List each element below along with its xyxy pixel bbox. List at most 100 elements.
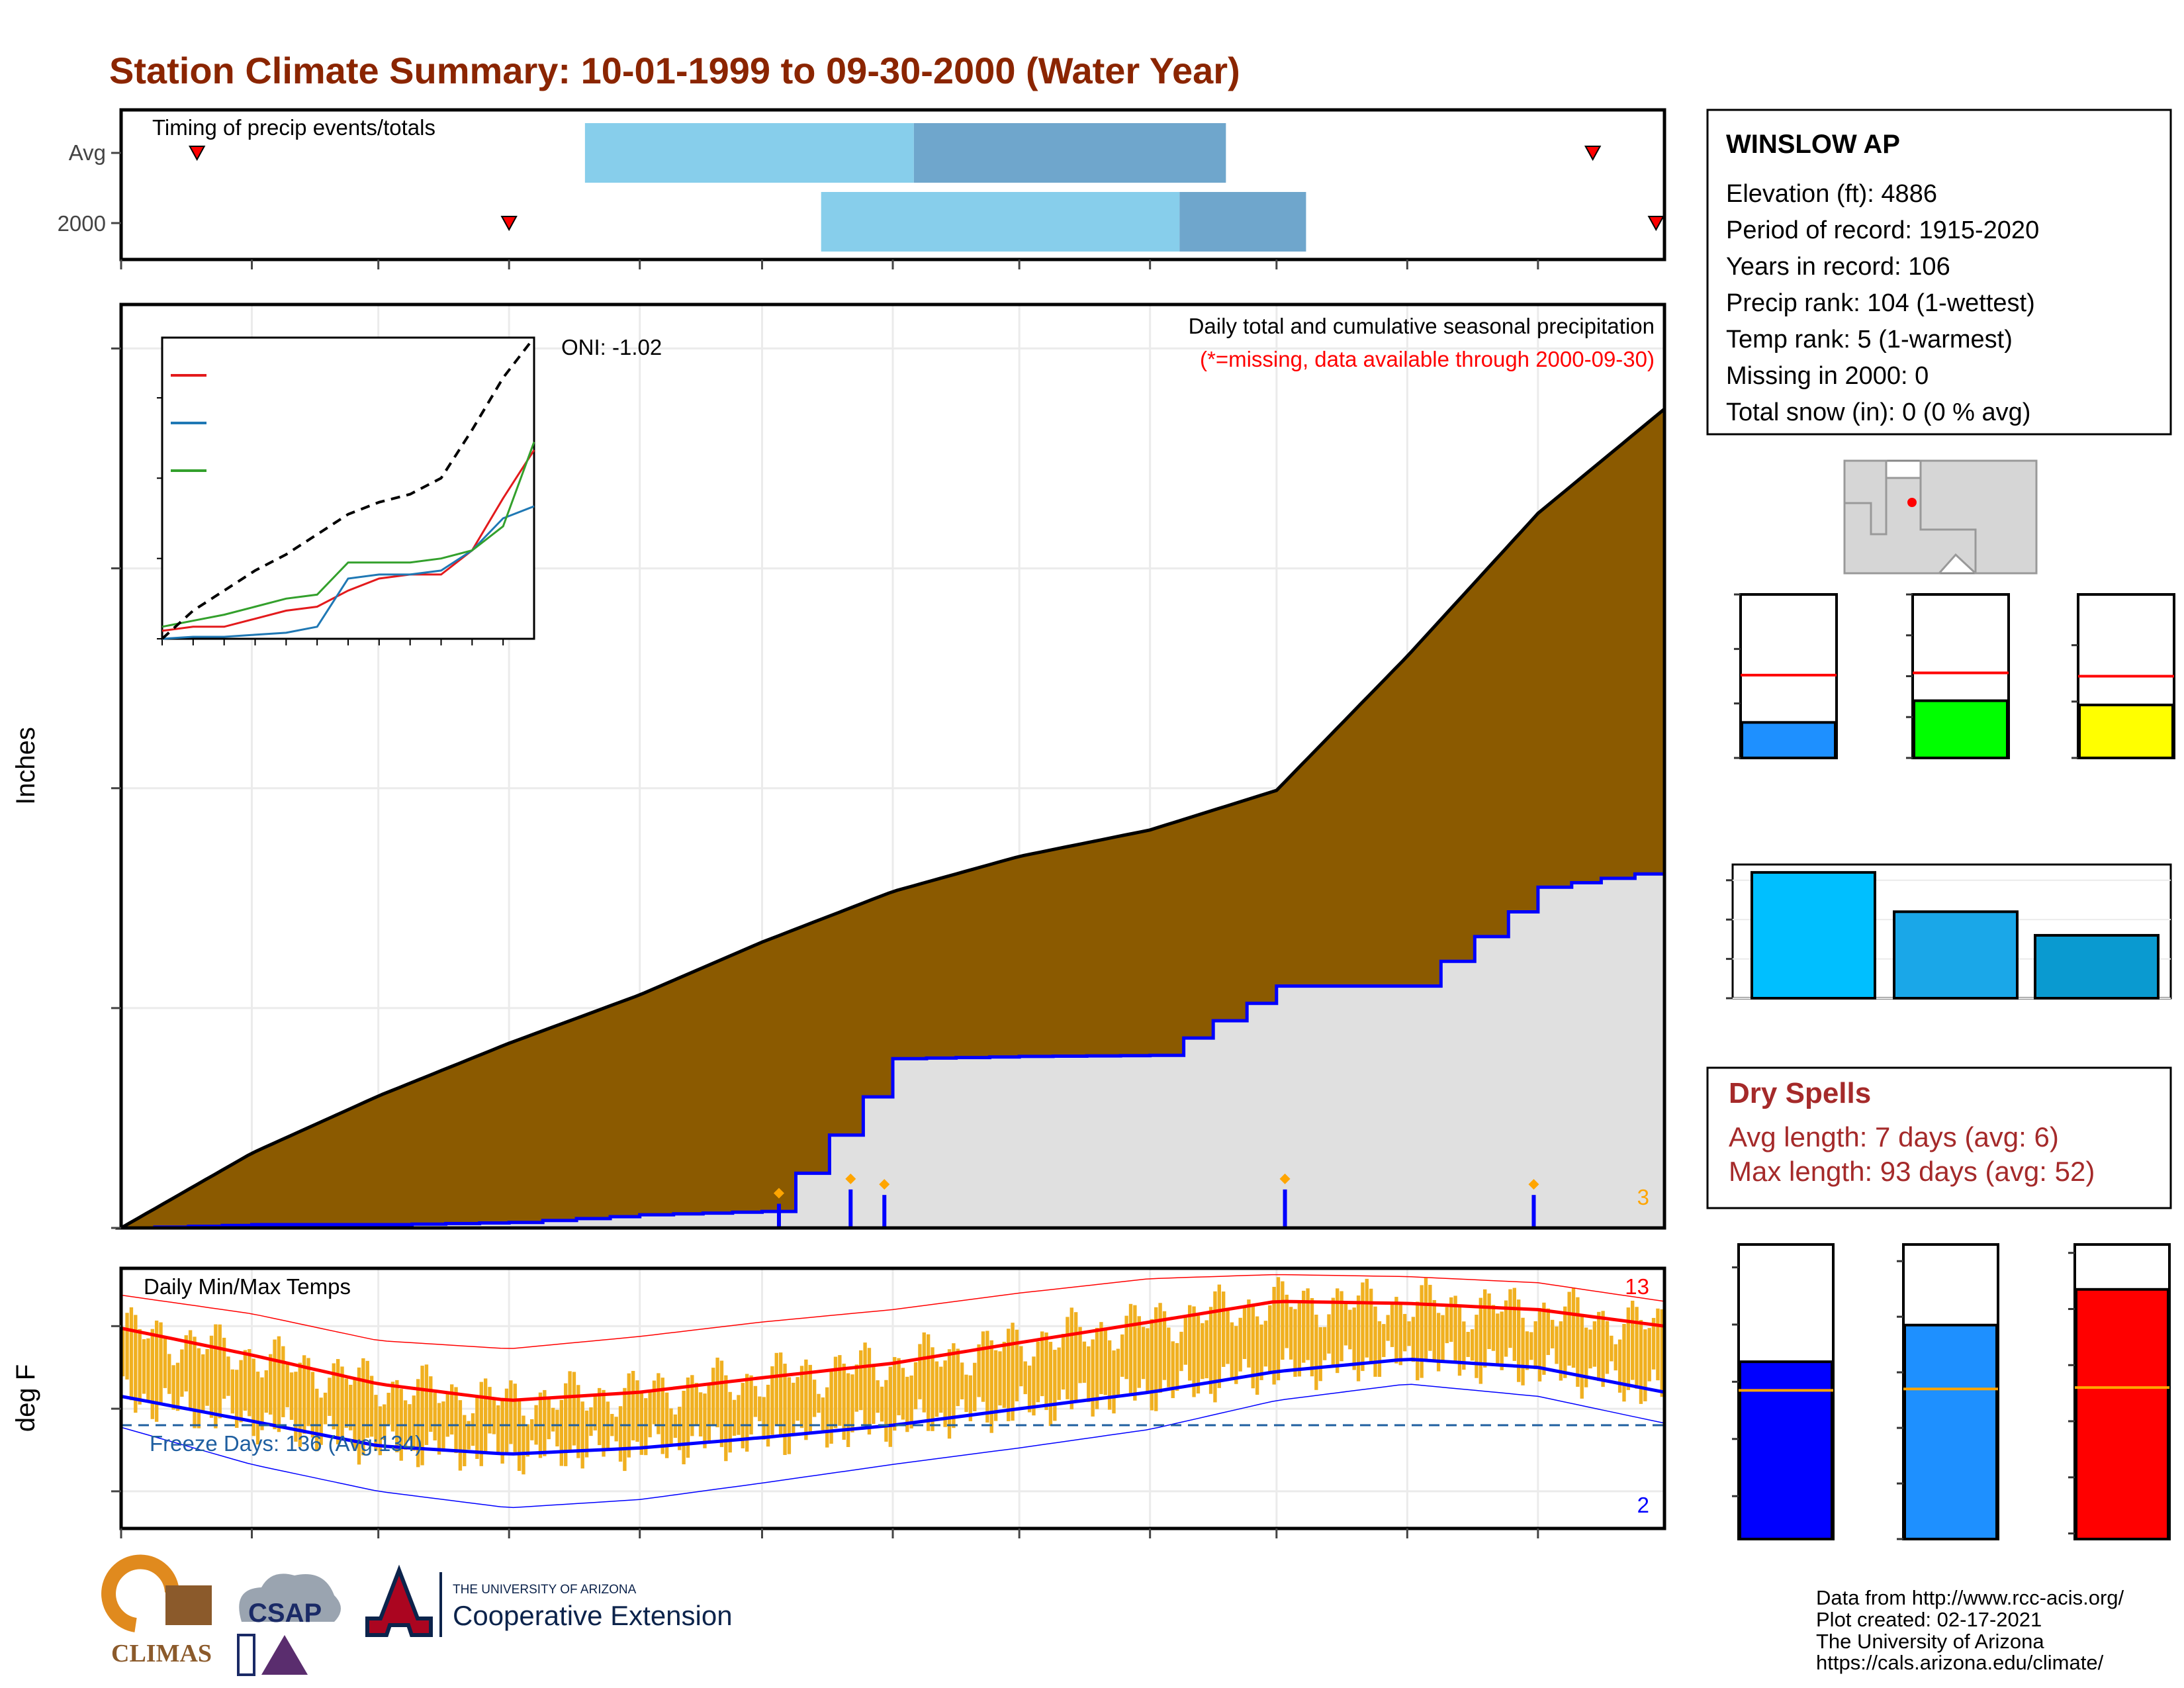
daily-temp-range-bar: [555, 1409, 559, 1447]
oni-value: ONI: -1.02: [561, 335, 662, 359]
daily-temp-range-bar: [1411, 1317, 1416, 1362]
precip-event-bar: [2034, 933, 2160, 1000]
record-min-count: 2: [1637, 1493, 1649, 1517]
location-map: [1843, 459, 2038, 575]
daily-temp-range-bar: [564, 1383, 568, 1466]
credit-line: Plot created: 02-17-2021: [1816, 1608, 2042, 1631]
daily-temp-range-bar: [1348, 1309, 1352, 1350]
timing-bar-q3: [913, 123, 1226, 183]
daily-temp-range-bar: [1622, 1323, 1626, 1402]
daily-temp-range-bar: [952, 1343, 956, 1429]
daily-temp-range-bar: [142, 1339, 146, 1394]
daily-temp-range-bar: [260, 1377, 264, 1430]
daily-temp-range-bar: [1069, 1307, 1073, 1409]
daily-temp-range-bar: [1281, 1281, 1285, 1360]
temp-panel: Daily Min/Max Temps Freeze Days: 136 (Av…: [11, 1266, 1666, 1538]
timing-row-2000-label: 2000: [58, 211, 106, 236]
daily-temp-range-bar: [1327, 1314, 1331, 1354]
daily-temp-range-bar: [1272, 1287, 1276, 1385]
daily-temp-range-bar: [1226, 1307, 1230, 1364]
station-line: Total snow (in): 0 (0 % avg): [1726, 399, 2031, 426]
daily-temp-range-bar: [201, 1354, 205, 1413]
daily-temp-range-bar: [319, 1397, 323, 1445]
daily-temp-range-bar: [753, 1385, 758, 1417]
daily-temp-range-bar: [1496, 1313, 1500, 1367]
daily-temp-range-bar: [1597, 1311, 1601, 1382]
daily-temp-range-bar: [1369, 1288, 1373, 1362]
daily-temp-range-bar: [1626, 1307, 1631, 1390]
daily-temp-range-bar: [1462, 1321, 1466, 1370]
daily-temp-range-bar: [1158, 1303, 1162, 1393]
precip-count-label: 3: [1637, 1185, 1649, 1209]
timing-bar-q2: [821, 192, 1180, 252]
daily-temp-range-bar: [1390, 1302, 1394, 1347]
daily-temp-range-bar: [1466, 1332, 1470, 1357]
timing-bar-q3: [1179, 192, 1306, 252]
daily-temp-range-bar: [737, 1395, 741, 1435]
daily-temp-range-bar: [449, 1384, 454, 1435]
precip-y-label: Inches: [11, 727, 40, 805]
freeze-days-label: Freeze Days: 136 (Avg:134): [150, 1431, 422, 1456]
daily-temp-range-bar: [1529, 1332, 1533, 1360]
inset-chart: [157, 336, 535, 645]
inset-lines: [157, 336, 535, 645]
daily-temp-range-bar: [1605, 1321, 1610, 1374]
ua-logo: THE UNIVERSITY OF ARIZONA Cooperative Ex…: [365, 1564, 733, 1637]
inset-frame: [161, 336, 535, 640]
daily-temp-range-bar: [134, 1315, 138, 1413]
daily-temp-range-bar: [175, 1362, 180, 1411]
daily-temp-range-bar: [1061, 1334, 1066, 1390]
daily-temp-range-bar: [1617, 1339, 1622, 1393]
daily-temp-range-bar: [796, 1377, 799, 1421]
daily-temp-range-bar: [310, 1372, 315, 1438]
daily-temp-range-bar: [973, 1362, 977, 1412]
ua-a-block: [365, 1564, 433, 1637]
daily-temp-range-bar: [163, 1336, 167, 1388]
daily-temp-range-bar: [947, 1349, 952, 1439]
daily-temp-range-bar: [551, 1407, 555, 1432]
daily-temp-range-bar: [336, 1359, 340, 1444]
daily-temp-range-bar: [694, 1383, 698, 1426]
daily-temp-range-bar: [180, 1349, 184, 1397]
temp-y-axis: [111, 1325, 121, 1493]
daily-temp-range-bar: [365, 1360, 369, 1438]
daily-temp-range-bar: [429, 1376, 433, 1432]
daily-temp-range-bar: [1201, 1323, 1205, 1380]
daily-temp-range-bar: [424, 1364, 429, 1445]
daily-temp-range-bar: [774, 1352, 778, 1427]
daily-temp-range-bar: [926, 1334, 931, 1431]
daily-temp-range-bar: [1073, 1312, 1078, 1401]
daily-temp-range-bar: [682, 1390, 686, 1465]
daily-temp-range-bar: [488, 1387, 492, 1434]
daily-temp-range-bar: [1635, 1307, 1639, 1389]
daily-temp-range-bar: [1592, 1321, 1597, 1367]
daily-temp-range-bar: [243, 1350, 248, 1411]
daily-temp-range-bar: [580, 1401, 584, 1469]
daily-temp-range-bar: [627, 1373, 631, 1458]
daily-temp-range-bar: [660, 1378, 664, 1454]
daily-temp-range-bar: [1631, 1300, 1635, 1380]
daily-temp-range-bar: [981, 1331, 985, 1402]
daily-temp-range-bar: [880, 1386, 884, 1422]
daily-temp-range-bar: [644, 1398, 648, 1456]
daily-temp-range-bar: [1386, 1315, 1390, 1341]
ua-small-text: THE UNIVERSITY OF ARIZONA: [453, 1583, 637, 1597]
daily-temp-range-bar: [294, 1372, 298, 1442]
daily-temp-range-bar: [184, 1335, 188, 1392]
daily-temp-range-bar: [690, 1375, 694, 1436]
last-event-marker: [1647, 216, 1664, 232]
daily-temp-range-bar: [188, 1330, 193, 1408]
daily-temp-range-bar: [1407, 1321, 1411, 1346]
daily-temp-range-bar: [344, 1378, 349, 1428]
dry-spells-avg: Avg length: 7 days (avg: 6): [1729, 1121, 2059, 1152]
daily-temp-range-bar: [1082, 1341, 1087, 1383]
ua-divider: [439, 1572, 442, 1637]
daily-temp-range-bar: [1647, 1328, 1651, 1382]
daily-temp-range-bar: [1588, 1329, 1592, 1369]
daily-temp-range-bar: [251, 1358, 255, 1436]
state-borders: [1844, 478, 1977, 573]
daily-temp-range-bar: [1394, 1297, 1398, 1364]
daily-temp-range-bar: [792, 1382, 796, 1434]
dry-spells-max: Max length: 93 days (avg: 52): [1729, 1156, 2095, 1187]
